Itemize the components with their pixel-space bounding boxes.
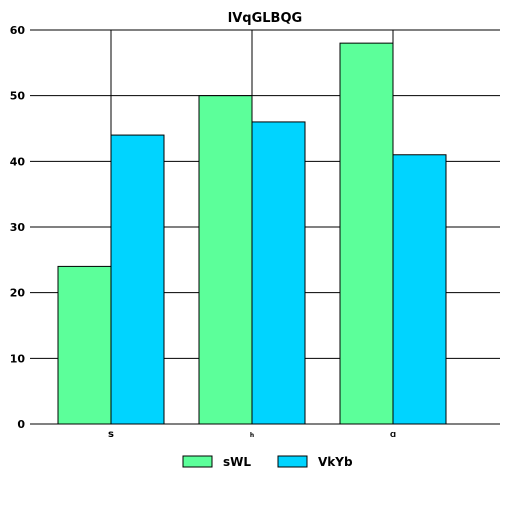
legend-label-sWL: sWL (223, 455, 251, 469)
bar-VkYb-0 (110, 134, 165, 425)
y-tick-label: 60 (10, 24, 26, 37)
legend-swatch-sWL (182, 455, 213, 468)
y-tick-label: 30 (10, 221, 26, 234)
bars (57, 42, 447, 425)
y-tick-label: 40 (10, 155, 26, 168)
legend-swatch-VkYb (277, 455, 308, 468)
x-tick-label: Ɑ (390, 431, 396, 439)
bar-VkYb-1 (251, 121, 306, 425)
bar-sWL-2 (339, 42, 394, 425)
x-tick-label: s (108, 429, 114, 440)
bar-sWL-1 (198, 95, 253, 425)
y-tick-label: 20 (10, 287, 26, 300)
x-tick-label: h (250, 432, 254, 439)
y-tick-label: 0 (17, 418, 25, 431)
y-tick-label: 10 (10, 352, 26, 365)
legend-label-VkYb: VkYb (318, 455, 353, 469)
legend: sWL VkYb (182, 455, 353, 469)
bar-VkYb-2 (392, 154, 447, 425)
y-tick-labels: 0 10 20 30 40 50 60 (10, 24, 26, 431)
bar-sWL-0 (57, 265, 112, 425)
chart-title: lVqGLBQG (228, 11, 302, 26)
y-tick-label: 50 (10, 90, 26, 103)
